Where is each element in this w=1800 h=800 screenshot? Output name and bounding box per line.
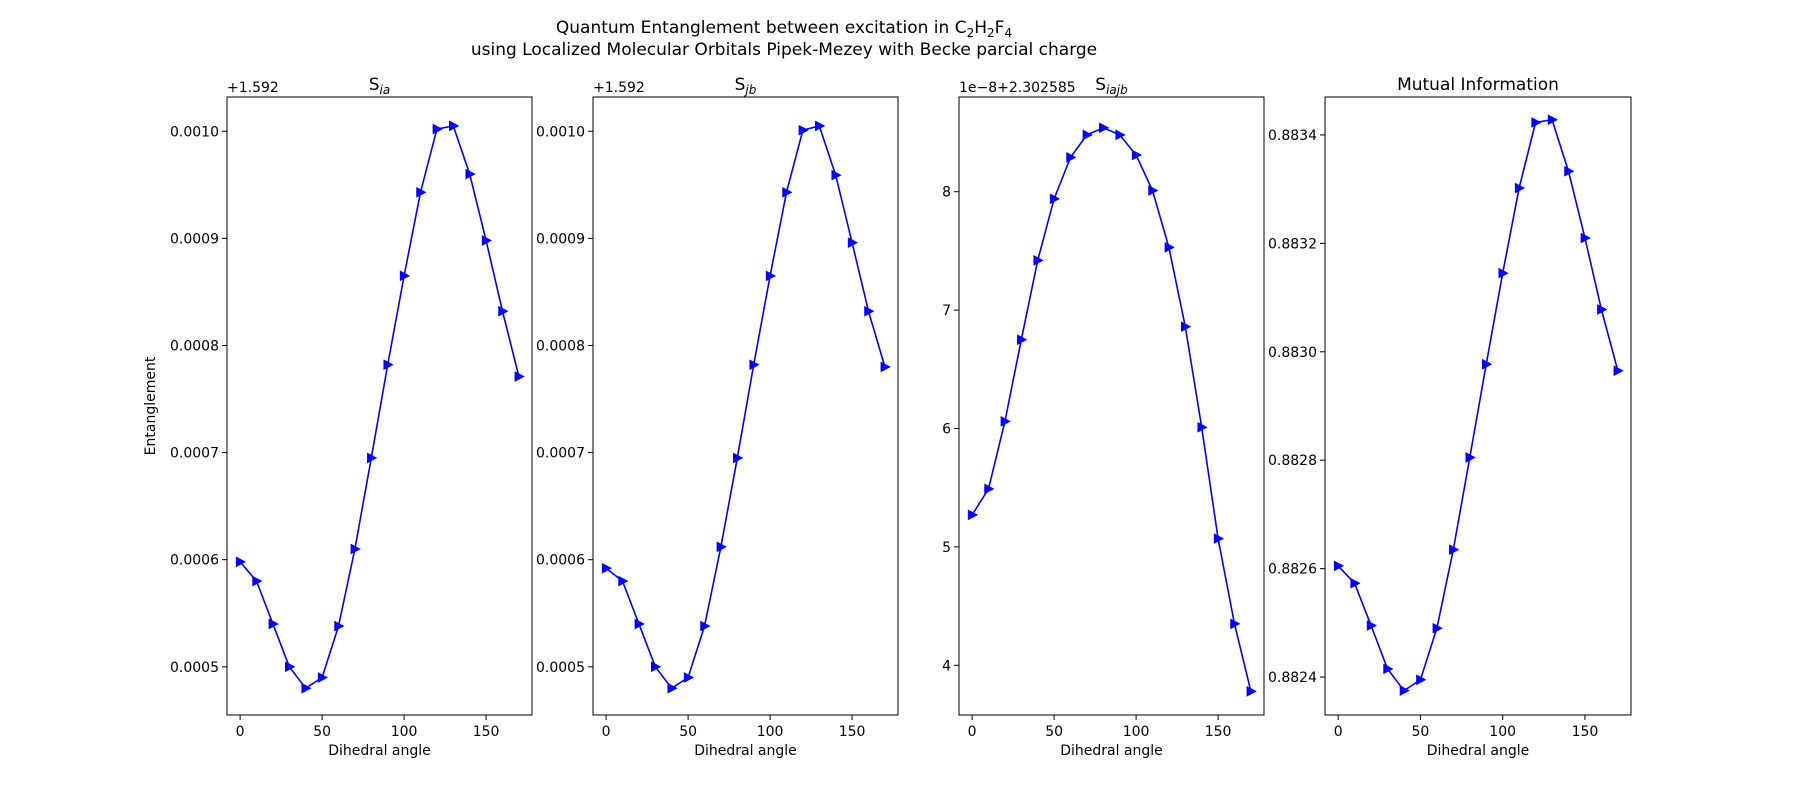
x-tick-label: 0 <box>602 724 611 740</box>
figure-title-line1: Quantum Entanglement between excitation … <box>556 18 1012 40</box>
subplot-2: Sjb +1.592 0 50 100 150 0.0005 0.0006 0.0007 0.00… <box>536 75 898 759</box>
y-tick-label: 0.8828 <box>1268 453 1317 469</box>
axes-frame <box>959 97 1264 715</box>
y-tick-label: 0.0008 <box>170 338 219 354</box>
offset-text: 1e−8+2.302585 <box>959 80 1076 96</box>
x-tick-label: 50 <box>313 724 331 740</box>
y-tick-label: 0.0005 <box>536 660 585 676</box>
data-point <box>968 510 978 520</box>
y-tick-label: 0.8830 <box>1268 345 1317 361</box>
x-tick-label: 100 <box>757 724 784 740</box>
y-axis-label: Entanglement <box>143 356 159 455</box>
subplot-title: Sia <box>369 75 390 97</box>
y-tick-label: 0.0010 <box>536 124 585 140</box>
x-tick-label: 150 <box>1572 724 1599 740</box>
y-tick-label: 5 <box>942 540 951 556</box>
y-tick-label: 0.0009 <box>536 231 585 247</box>
x-axis-label: Dihedral angle <box>1060 743 1163 759</box>
x-axis-label: Dihedral angle <box>694 743 797 759</box>
subplot-title: Sjb <box>735 75 757 97</box>
x-tick-label: 0 <box>1334 724 1343 740</box>
subplot-4: Mutual Information 0 50 100 150 0.8824 0.8826 0… <box>1268 75 1631 759</box>
data-point <box>1099 123 1109 133</box>
offset-text: +1.592 <box>593 80 645 96</box>
series-line <box>240 126 519 688</box>
data-point <box>433 124 443 134</box>
x-tick-label: 0 <box>968 724 977 740</box>
subplot-1: Sia +1.592 0 50 100 150 0.0005 0.0006 0.0007 0.00… <box>143 75 532 759</box>
y-tick-label: 0.0006 <box>170 553 219 569</box>
data-point <box>1116 130 1126 140</box>
data-point <box>1532 117 1542 127</box>
x-axis-label: Dihedral angle <box>1427 743 1530 759</box>
data-point <box>515 372 525 382</box>
y-tick-label: 0.8832 <box>1268 236 1317 252</box>
y-tick-label: 0.8824 <box>1268 670 1317 686</box>
y-tick-label: 0.0009 <box>170 231 219 247</box>
offset-text: +1.592 <box>227 80 279 96</box>
x-tick-label: 100 <box>1489 724 1516 740</box>
y-tick-label: 0.0006 <box>536 553 585 569</box>
series-line <box>972 128 1251 692</box>
y-tick-label: 0.8826 <box>1268 562 1317 578</box>
subplot-title: Siajb <box>1095 75 1128 97</box>
data-point <box>285 662 295 672</box>
x-tick-label: 50 <box>1045 724 1063 740</box>
y-tick-label: 0.0007 <box>536 446 585 462</box>
x-tick-label: 150 <box>473 724 500 740</box>
data-point <box>799 125 809 135</box>
y-tick-label: 7 <box>942 303 951 319</box>
series-line <box>1338 120 1618 691</box>
x-tick-label: 50 <box>679 724 697 740</box>
y-tick-label: 0.8834 <box>1268 128 1317 144</box>
data-point <box>1384 664 1394 674</box>
y-tick-label: 6 <box>942 421 951 437</box>
subplot-title: Mutual Information <box>1397 75 1559 95</box>
data-point <box>1067 152 1077 162</box>
data-point <box>881 362 891 372</box>
x-tick-label: 0 <box>236 724 245 740</box>
data-point <box>1083 130 1093 140</box>
x-tick-label: 100 <box>1123 724 1150 740</box>
series-line <box>606 126 885 688</box>
y-tick-label: 0.0008 <box>536 338 585 354</box>
x-tick-label: 150 <box>839 724 866 740</box>
y-tick-label: 0.0005 <box>170 660 219 676</box>
y-tick-label: 0.0010 <box>170 124 219 140</box>
x-tick-label: 100 <box>391 724 418 740</box>
figure-title-line2: using Localized Molecular Orbitals Pipek… <box>471 40 1097 60</box>
x-tick-label: 150 <box>1205 724 1232 740</box>
x-tick-label: 50 <box>1412 724 1430 740</box>
y-tick-label: 8 <box>942 185 951 201</box>
y-tick-label: 4 <box>942 658 951 674</box>
subplot-3: Siajb 1e−8+2.302585 0 50 100 150 4 5 6 7 8 Dihedral… <box>942 75 1264 759</box>
data-point <box>1247 686 1257 696</box>
x-axis-label: Dihedral angle <box>328 743 431 759</box>
data-point <box>1614 366 1624 376</box>
data-point <box>651 662 661 672</box>
data-point <box>236 557 246 567</box>
y-tick-label: 0.0007 <box>170 446 219 462</box>
